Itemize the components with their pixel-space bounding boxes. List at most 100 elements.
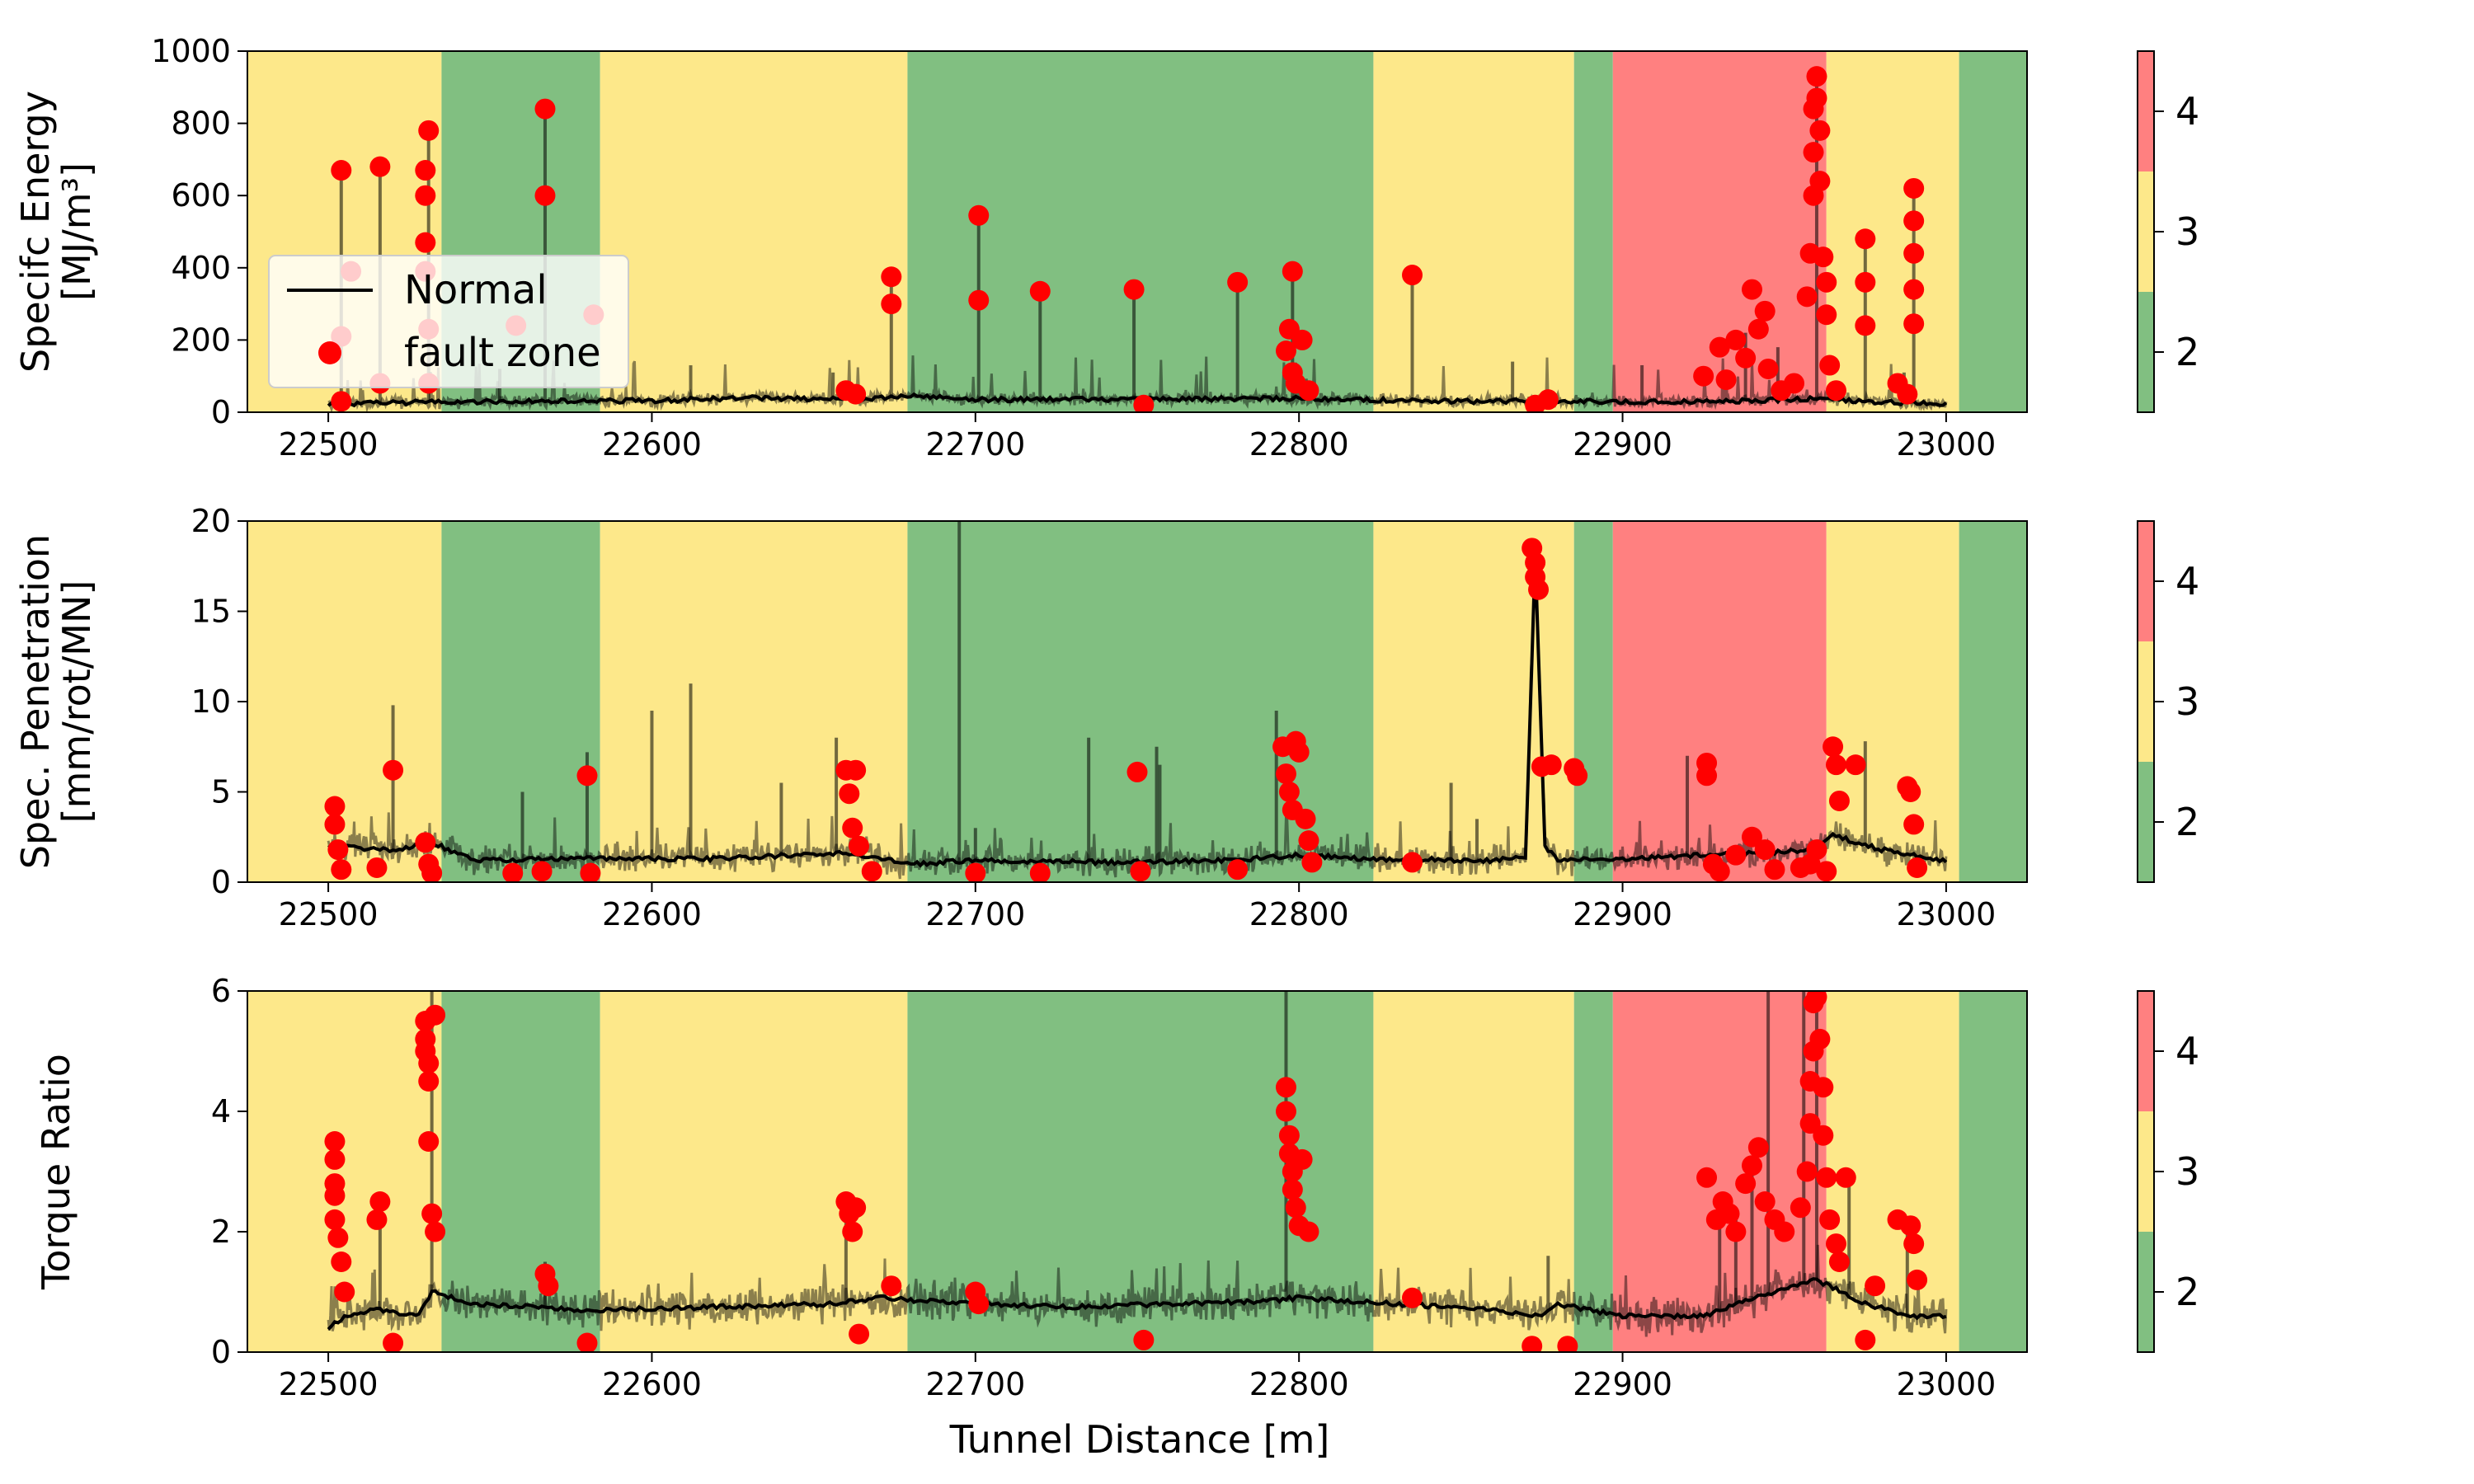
x-tick-label: 22900 <box>1573 1366 1672 1402</box>
x-tick-label: 22900 <box>1573 896 1672 932</box>
fault-zone-marker <box>1282 1179 1303 1200</box>
fault-zone-marker <box>1903 177 1925 199</box>
fault-zone-marker <box>1295 808 1316 829</box>
fault-zone-marker <box>1816 1167 1837 1188</box>
x-tick-label: 22600 <box>602 1366 702 1402</box>
fault-zone-marker <box>1747 318 1769 340</box>
fault-zone-marker <box>1903 210 1925 232</box>
fault-zone-marker <box>1725 1221 1747 1242</box>
x-tick-label: 22500 <box>279 896 379 932</box>
y-tick-label: 800 <box>171 106 231 142</box>
fault-zone-marker <box>1133 394 1155 412</box>
fault-zone-marker <box>1806 87 1827 109</box>
colorbar-segment <box>2138 991 2154 1111</box>
fault-zone-marker <box>842 817 863 838</box>
fault-zone-marker <box>1813 1077 1834 1098</box>
legend-label-fault-zone: fault zone <box>404 330 601 376</box>
fault-zone-marker <box>1557 1336 1578 1352</box>
colorbar-segment <box>2138 1232 2154 1352</box>
fault-zone-marker <box>968 289 990 311</box>
zone-band <box>600 991 908 1352</box>
y-tick-label: 0 <box>211 864 231 900</box>
fault-zone-marker <box>1757 358 1779 379</box>
fault-zone-marker <box>1693 365 1714 387</box>
fault-zone-marker <box>1855 228 1876 250</box>
y-tick-label: 15 <box>191 594 231 630</box>
fault-zone-marker <box>1278 1125 1300 1146</box>
x-tick-label: 22700 <box>925 426 1025 463</box>
x-tick-label: 22500 <box>279 426 379 463</box>
y-tick-label: 6 <box>211 973 231 1009</box>
fault-zone-marker <box>1029 862 1051 882</box>
fault-zone-marker <box>334 1281 355 1303</box>
fault-zone-marker <box>1291 329 1313 350</box>
raw-signal-line <box>327 558 1948 880</box>
fault-zone-marker <box>331 1252 352 1272</box>
fault-zone-marker <box>1275 1101 1296 1122</box>
fault-zone-marker <box>1819 355 1841 376</box>
axes-frame <box>247 990 2028 1353</box>
fault-zone-marker <box>1288 741 1310 763</box>
fault-zone-marker <box>324 796 346 817</box>
fault-zone-marker <box>1567 765 1588 787</box>
x-tick-label: 23000 <box>1896 1366 1996 1402</box>
x-tick-label: 22600 <box>602 426 702 463</box>
fault-zone-marker <box>1774 1221 1795 1242</box>
fault-zone-marker <box>845 1197 867 1219</box>
fault-zone-marker <box>1816 271 1837 293</box>
fault-zone-marker <box>1275 340 1296 362</box>
fault-zone-marker <box>1907 857 1928 878</box>
legend-marker-swatch <box>318 341 341 364</box>
fault-zone-marker <box>425 1221 446 1242</box>
colorbar-tick-label: 4 <box>2175 89 2199 134</box>
fault-zone-marker <box>1903 279 1925 300</box>
fault-zone-marker <box>1783 373 1804 394</box>
y-tick-label: 600 <box>171 177 231 214</box>
legend-label-normal: Normal <box>404 267 548 313</box>
fault-zone-marker <box>1741 826 1762 848</box>
fault-zone-marker <box>1903 814 1925 835</box>
fault-zone-marker <box>415 832 436 853</box>
fault-zone-marker <box>1826 380 1847 402</box>
fault-zone-marker <box>1809 120 1831 141</box>
fault-zone-marker <box>1819 1209 1841 1230</box>
fault-zone-marker <box>576 765 598 787</box>
zone-band <box>1373 51 1574 412</box>
x-tick-label: 22800 <box>1249 896 1349 932</box>
fault-zone-marker <box>1903 242 1925 264</box>
fault-zone-marker <box>1719 1203 1740 1224</box>
x-tick-label: 22600 <box>602 896 702 932</box>
fault-zone-marker <box>1796 1161 1818 1182</box>
y-axis-label: Torque Ratio <box>34 1054 78 1290</box>
y-tick-label: 10 <box>191 683 231 720</box>
fault-zone-marker <box>1735 347 1757 369</box>
x-tick-label: 22800 <box>1249 1366 1349 1402</box>
fault-zone-marker <box>881 266 902 288</box>
fault-zone-marker <box>1855 315 1876 336</box>
x-tick-label: 22900 <box>1573 426 1672 463</box>
fault-zone-marker <box>1298 830 1319 852</box>
fault-zone-marker <box>1130 861 1151 882</box>
x-tick-label: 23000 <box>1896 896 1996 932</box>
fault-zone-marker <box>1865 1275 1886 1297</box>
fault-zone-marker <box>1528 579 1550 600</box>
plot-area <box>324 521 1948 882</box>
fault-zone-marker <box>1298 380 1319 402</box>
fault-zone-marker <box>534 98 556 120</box>
fault-zone-marker <box>1907 1269 1928 1290</box>
fault-zone-marker <box>968 204 990 226</box>
colorbar-segment <box>2138 292 2154 412</box>
panel-specific-penetration: 22500 22600 22700 22800 22900 23000 0 5 10 15 20 Sp… <box>13 503 2199 932</box>
colorbar-segment <box>2138 641 2154 762</box>
fault-zone-marker <box>849 1323 870 1345</box>
fault-zone-marker <box>327 1227 349 1248</box>
fault-zone-marker <box>1855 271 1876 293</box>
colorbar-tick-label: 2 <box>2175 800 2199 844</box>
zone-band <box>1959 51 2027 412</box>
plot-area <box>324 991 1948 1352</box>
fault-zone-marker <box>861 861 882 882</box>
fault-zone-marker <box>531 861 553 882</box>
fault-zone-marker <box>1754 1191 1776 1212</box>
fault-zone-marker <box>1806 839 1827 861</box>
fault-zone-marker <box>1806 66 1827 87</box>
